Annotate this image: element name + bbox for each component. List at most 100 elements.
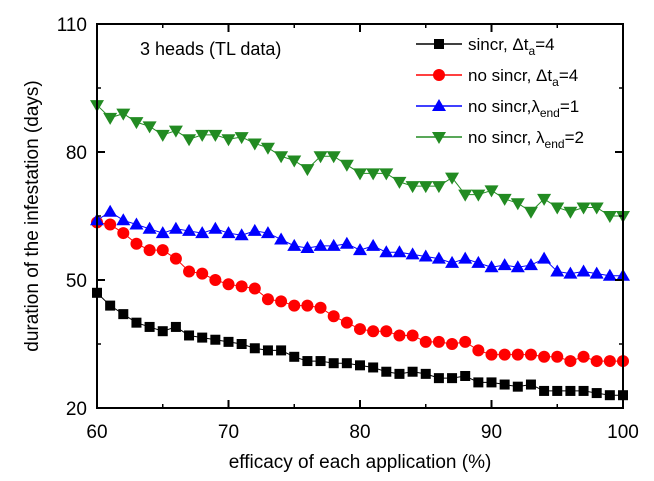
legend-label: sincr, Δta=4 (468, 35, 555, 58)
data-point (197, 332, 208, 343)
data-point (234, 228, 249, 241)
chart-annotation: 3 heads (TL data) (140, 39, 281, 59)
data-point (105, 300, 116, 311)
data-point (590, 355, 603, 368)
data-point (302, 356, 313, 367)
data-point (550, 202, 565, 215)
data-point (405, 181, 420, 194)
data-point (458, 251, 473, 264)
data-point (247, 138, 262, 151)
data-point (485, 348, 498, 361)
data-point (130, 237, 143, 250)
legend-marker (434, 39, 444, 49)
data-point (497, 193, 512, 206)
data-point (235, 280, 248, 293)
data-point (576, 264, 591, 277)
data-point (407, 366, 418, 377)
data-point (604, 390, 615, 401)
data-point (313, 151, 328, 164)
series-1 (92, 287, 628, 401)
data-point (222, 278, 235, 291)
data-point (195, 226, 210, 239)
data-point (155, 226, 170, 239)
data-point (445, 172, 460, 185)
data-point (433, 373, 444, 384)
data-point (328, 358, 339, 369)
data-point (565, 385, 576, 396)
data-point (510, 198, 525, 211)
y-tick-label: 80 (66, 143, 87, 164)
data-point (460, 371, 471, 381)
data-point (406, 329, 419, 342)
data-point (236, 339, 247, 349)
series-4 (90, 100, 630, 223)
data-point (380, 325, 393, 338)
data-point (326, 151, 341, 164)
data-point (341, 358, 352, 369)
x-tick-label: 100 (607, 422, 639, 443)
legend-item-1: sincr, Δta=4 (416, 35, 555, 58)
data-point (486, 377, 497, 388)
data-point (589, 266, 604, 279)
series-2 (91, 216, 629, 368)
data-point (499, 379, 510, 390)
data-point (602, 268, 617, 281)
data-point (208, 221, 223, 234)
data-point (221, 226, 236, 239)
data-point (381, 366, 392, 377)
data-point (392, 245, 407, 258)
data-point (315, 356, 326, 367)
data-point (131, 317, 142, 328)
data-point (261, 293, 274, 306)
series-3 (90, 204, 630, 281)
data-point (327, 310, 340, 323)
legend-marker (432, 132, 446, 144)
y-tick-label: 110 (57, 15, 87, 36)
data-point (168, 125, 183, 138)
data-point (210, 334, 221, 345)
data-point (512, 381, 523, 392)
data-point (182, 223, 197, 236)
data-point (260, 142, 275, 155)
data-point (550, 264, 565, 277)
data-point (497, 258, 512, 271)
data-point (394, 368, 405, 379)
data-point (405, 247, 420, 260)
data-point (247, 223, 262, 236)
data-point (354, 323, 366, 336)
data-point (418, 181, 433, 194)
data-point (420, 368, 431, 379)
data-point (445, 255, 460, 268)
data-point (313, 238, 328, 251)
data-point (168, 221, 183, 234)
data-point (472, 344, 485, 357)
data-point (418, 249, 433, 262)
data-point (510, 260, 525, 273)
data-point (564, 355, 577, 368)
data-point (144, 321, 155, 332)
y-tick-label: 20 (66, 399, 87, 420)
data-point (314, 301, 327, 314)
data-point (104, 218, 117, 231)
legend-marker (433, 69, 445, 81)
data-point (432, 335, 445, 348)
x-tick-label: 60 (86, 422, 107, 443)
data-point (577, 350, 590, 363)
data-point (603, 355, 616, 368)
legend-marker (432, 99, 446, 111)
legend: sincr, Δta=4 no sincr, Δta=4 no sincr,λend… (416, 35, 584, 151)
data-point (116, 108, 131, 121)
data-point (366, 168, 381, 181)
data-point (578, 385, 589, 396)
data-point (208, 129, 223, 142)
data-point (170, 321, 181, 332)
data-point (249, 343, 260, 354)
data-point (576, 202, 591, 215)
data-point (538, 350, 551, 363)
data-point (431, 181, 446, 194)
data-point (353, 168, 367, 181)
x-tick-label: 70 (218, 422, 239, 443)
data-point (300, 164, 315, 177)
legend-label: no sincr, Δta=4 (468, 66, 578, 89)
